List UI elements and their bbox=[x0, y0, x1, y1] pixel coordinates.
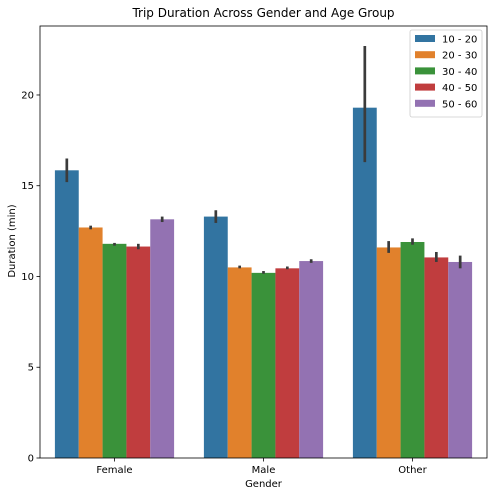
bar-male-40-50 bbox=[275, 268, 300, 458]
bar-male-30-40 bbox=[251, 272, 276, 458]
axes-layer: 0 5 10 15 20 Female Male Other bbox=[21, 25, 488, 476]
bar-female-50-60 bbox=[150, 219, 175, 458]
x-tick-label: Other bbox=[398, 465, 427, 476]
bar-female-30-40 bbox=[102, 243, 127, 458]
chart-title: Trip Duration Across Gender and Age Grou… bbox=[131, 6, 394, 20]
error-bars-layer bbox=[65, 45, 462, 274]
y-axis-label: Duration (min) bbox=[7, 204, 18, 277]
x-axis-label: Gender bbox=[245, 479, 283, 490]
y-tick-label: 20 bbox=[21, 90, 34, 101]
bar-other-10-20 bbox=[352, 107, 377, 459]
y-tick-label: 10 bbox=[21, 272, 34, 283]
y-tick-label: 0 bbox=[28, 454, 34, 465]
legend-label: 50 - 60 bbox=[442, 99, 477, 110]
bar-female-20-30 bbox=[78, 227, 103, 458]
bar-other-40-50 bbox=[424, 257, 449, 458]
legend-swatch bbox=[415, 51, 435, 59]
bar-male-10-20 bbox=[203, 216, 228, 458]
bar-female-40-50 bbox=[126, 246, 151, 458]
legend-swatch bbox=[415, 83, 435, 91]
bars-layer bbox=[54, 107, 473, 459]
legend-label: 30 - 40 bbox=[442, 67, 477, 78]
bar-other-50-60 bbox=[448, 261, 473, 458]
x-tick-label: Male bbox=[252, 465, 276, 476]
bar-other-20-30 bbox=[376, 247, 401, 458]
legend-label: 20 - 30 bbox=[442, 51, 477, 62]
legend-label: 10 - 20 bbox=[442, 35, 477, 46]
x-tick-label: Female bbox=[96, 465, 132, 476]
bar-female-10-20 bbox=[54, 170, 79, 459]
legend: 10 - 20 20 - 30 30 - 40 40 - 50 50 - 60 bbox=[409, 29, 483, 118]
bar-male-20-30 bbox=[227, 267, 252, 458]
y-tick-label: 15 bbox=[21, 181, 34, 192]
legend-swatch bbox=[415, 67, 435, 75]
legend-label: 40 - 50 bbox=[442, 83, 477, 94]
legend-swatch bbox=[415, 99, 435, 107]
y-tick-label: 5 bbox=[28, 363, 34, 374]
bar-male-50-60 bbox=[299, 261, 324, 458]
bar-other-30-40 bbox=[400, 242, 425, 458]
legend-swatch bbox=[415, 35, 435, 42]
